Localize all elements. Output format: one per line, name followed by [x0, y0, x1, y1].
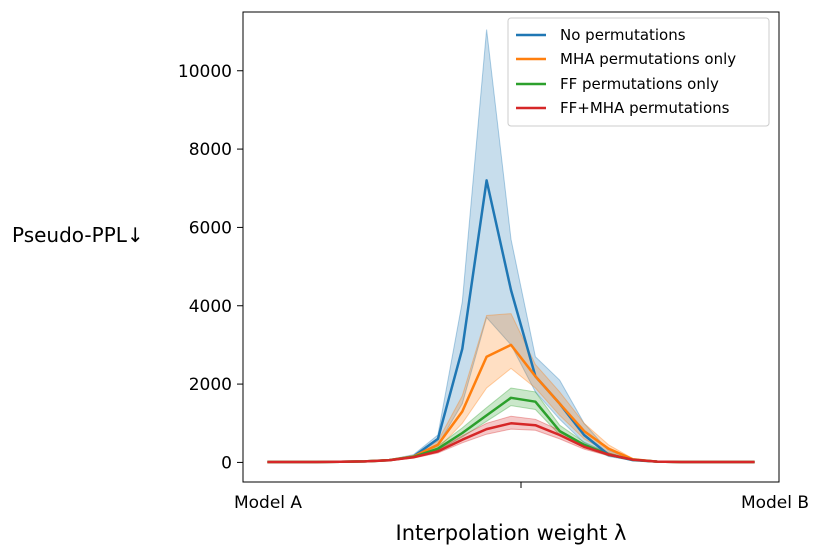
x-axis-ticks: Model A Model B — [234, 482, 809, 513]
y-tick-label-8000: 8000 — [189, 140, 232, 160]
y-axis-label: Pseudo-PPL↓ — [12, 223, 144, 247]
series-lines — [267, 179, 755, 464]
legend-label-mha-permutations-only: MHA permutations only — [560, 50, 736, 68]
y-tick-label-10000: 10000 — [178, 62, 232, 82]
line-ff-mha-permutations — [267, 422, 755, 464]
legend-box — [507, 17, 770, 127]
y-tick-label-2000: 2000 — [189, 375, 232, 395]
y-tick-label-4000: 4000 — [189, 297, 232, 317]
y-axis-ticks: 0 2000 4000 6000 8000 10000 — [178, 62, 243, 473]
x-tick-label-model-a: Model A — [234, 493, 302, 513]
legend-label-no-permutations: No permutations — [560, 26, 686, 44]
legend-label-ff-mha-permutations: FF+MHA permutations — [560, 99, 730, 117]
y-tick-label-6000: 6000 — [189, 218, 232, 238]
x-axis-label: Interpolation weight λ — [396, 521, 627, 545]
plot-frame — [242, 11, 780, 483]
y-tick-label-0: 0 — [221, 453, 232, 473]
legend-label-ff-permutations-only: FF permutations only — [560, 75, 719, 93]
x-tick-label-model-b: Model B — [741, 493, 809, 513]
legend: No permutations MHA permutations only FF… — [507, 17, 770, 127]
